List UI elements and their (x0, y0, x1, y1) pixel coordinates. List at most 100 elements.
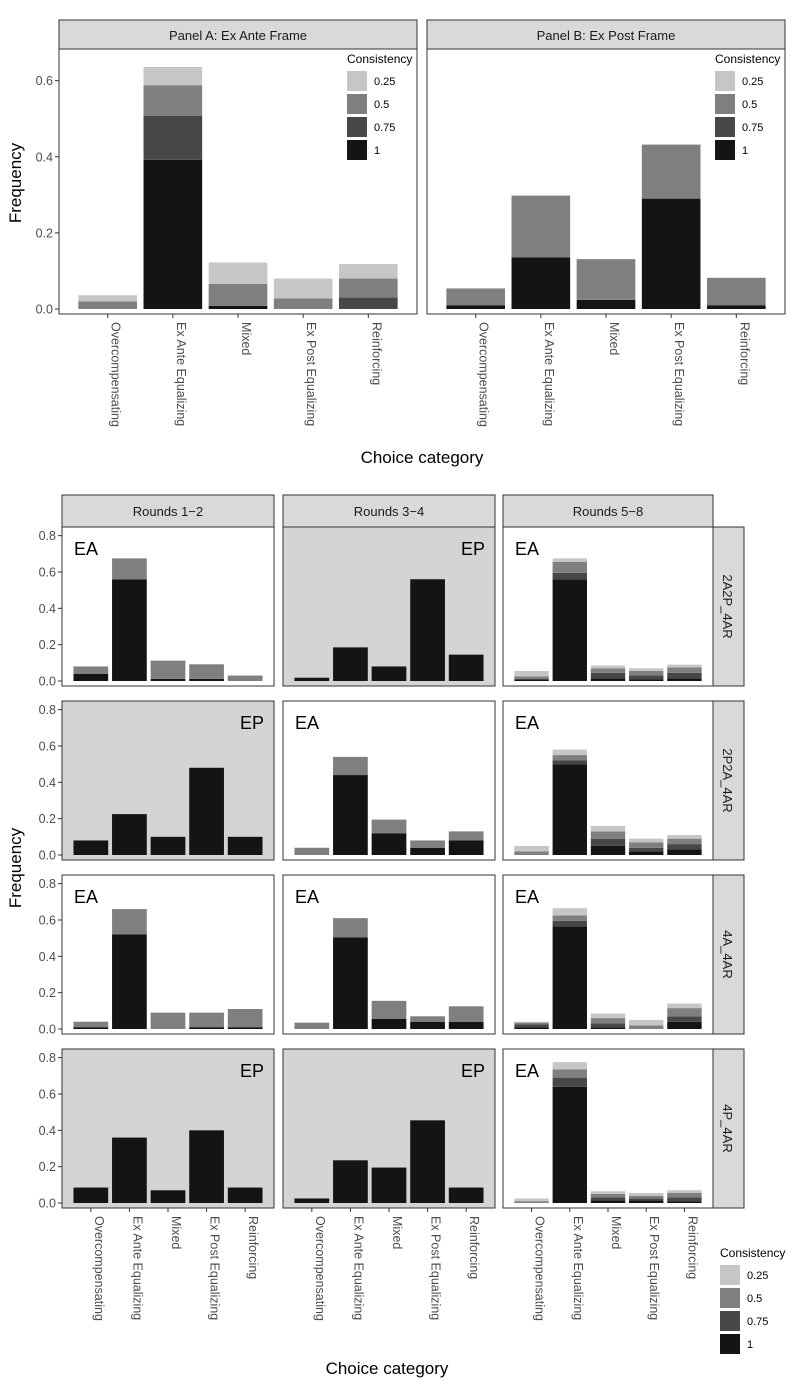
bar-segment-reinforcing-r1c2 (667, 844, 702, 850)
panel-tag: EA (515, 1061, 539, 1081)
y-tick-label: 0.0 (39, 1023, 56, 1037)
panel-tag: EP (461, 1061, 485, 1081)
panel-r2c1: EA (282, 874, 496, 1035)
legend-swatch (347, 94, 367, 114)
y-tick-label: 0.6 (39, 913, 56, 927)
bar-segment-reinforcing-r0c1 (448, 654, 484, 681)
bar-segment-overcompensating-top-0 (78, 295, 138, 302)
bar-segment-mixed-r3c2 (590, 1193, 626, 1198)
bar-segment-reinforcing-top-0 (338, 264, 398, 279)
legend: Consistency 0.25 0.5 0.75 1 (715, 52, 780, 160)
bar-segment-ex-ante-equalizing-r0c2 (552, 558, 587, 562)
col-facet-strip (61, 494, 275, 528)
bar-segment-reinforcing-r3c2 (667, 1193, 702, 1198)
x-tick-label: Mixed (169, 1216, 183, 1249)
bar-segment-overcompensating-r2c0 (73, 1027, 109, 1029)
legend-label: 1 (374, 145, 380, 157)
bar-segment-overcompensating-r1c0 (73, 840, 109, 855)
bar-segment-ex-ante-equalizing-r0c2 (552, 572, 587, 580)
bar-segment-overcompensating-r0c0 (73, 673, 109, 681)
bar-segment-mixed-r1c2 (590, 831, 626, 839)
bar-segment-ex-ante-equalizing-r2c0 (112, 934, 147, 1029)
bar-segment-reinforcing-top-1 (706, 305, 766, 309)
panel-tag: EA (515, 539, 539, 559)
bar-segment-ex-ante-equalizing-r1c1 (333, 775, 368, 855)
bottom-x-axis-title: Choice category (326, 1359, 449, 1378)
panel-background (503, 1049, 713, 1208)
bar-segment-mixed-r1c1 (371, 833, 407, 855)
y-tick-label: 0.8 (39, 877, 56, 891)
panel-r1c0: 0.0 0.2 0.4 0.6 0.8 EP (39, 700, 275, 863)
bar-segment-reinforcing-r2c1 (448, 1021, 484, 1029)
panel-tag: EP (240, 1061, 264, 1081)
bar-segment-reinforcing-r1c0 (227, 836, 263, 855)
x-tick-label: Reinforcing (685, 1216, 699, 1279)
y-tick-label: 0.6 (39, 739, 56, 753)
panel-tag: EA (74, 887, 98, 907)
panel-r3c1: Overcompensating Ex Ante Equalizing Mixed E… (282, 1048, 496, 1321)
bar-segment-overcompensating-r2c2 (514, 1027, 549, 1029)
bar-segment-ex-post-equalizing-top-1 (641, 144, 701, 199)
bar-segment-mixed-r1c2 (590, 838, 626, 846)
bar-segment-reinforcing-r0c2 (667, 672, 702, 679)
x-tick-label: Reinforcing (467, 1216, 481, 1279)
facet-strip (58, 19, 418, 50)
x-tick-label: Reinforcing (246, 1216, 260, 1279)
bar-segment-ex-post-equalizing-top-0 (273, 298, 333, 309)
bar-segment-mixed-r3c1 (371, 1167, 407, 1203)
bar-segment-reinforcing-r0c2 (667, 678, 702, 681)
bar-segment-mixed-r2c2 (590, 1018, 626, 1024)
y-tick-label: 0.2 (39, 1160, 56, 1174)
y-tick-label: 0.6 (36, 74, 53, 88)
legend-label: 1 (742, 145, 748, 157)
y-tick-label: 0.0 (39, 675, 56, 689)
legend-title: Consistency (347, 52, 412, 66)
x-tick-label: Ex Ante Equalizing (130, 1216, 144, 1320)
bar-segment-ex-ante-equalizing-r1c1 (333, 756, 368, 776)
bar-segment-reinforcing-r0c2 (667, 667, 702, 673)
y-tick-label: 0.0 (39, 849, 56, 863)
bar-segment-ex-ante-equalizing-r2c1 (333, 918, 368, 938)
bar-segment-reinforcing-r2c2 (667, 1003, 702, 1009)
panel-r3c0: 0.0 0.2 0.4 0.6 0.8 Overcompensating Ex Ante E… (39, 1048, 275, 1321)
bar-segment-mixed-r0c0 (150, 660, 186, 679)
x-tick-label: Ex Post Equalizing (647, 1216, 661, 1320)
bar-segment-ex-ante-equalizing-r3c2 (552, 1077, 587, 1087)
y-tick-label: 0.2 (39, 812, 56, 826)
bar-segment-overcompensating-r2c1 (294, 1022, 330, 1029)
row-facet-strip (712, 874, 745, 1035)
facet-strip (426, 19, 786, 50)
bar-segment-ex-ante-equalizing-r3c2 (552, 1062, 587, 1070)
bar-segment-mixed-r2c2 (590, 1027, 626, 1029)
x-tick-label: Reinforcing (737, 322, 751, 385)
panel-border (282, 700, 496, 861)
bar-segment-ex-post-equalizing-r3c2 (629, 1198, 664, 1201)
top-figure: Panel A: Ex Ante Frame 0.0 0.2 0.4 0.6 Overco… (36, 19, 786, 427)
x-tick-label: Ex Ante Equalizing (571, 1216, 585, 1320)
bar-segment-ex-ante-equalizing-r3c2 (552, 1086, 587, 1203)
panel-r1c2: EA (502, 700, 714, 861)
panel-tag: EA (295, 713, 319, 733)
bar-segment-ex-ante-equalizing-r3c1 (333, 1160, 368, 1203)
bar-segment-overcompensating-r2c2 (514, 1021, 549, 1023)
bar-segment-ex-post-equalizing-r1c1 (410, 840, 445, 848)
legend: Consistency 0.25 0.5 0.75 1 (720, 1246, 785, 1354)
bar-segment-overcompensating-top-0 (78, 301, 138, 309)
panel-r2c0: 0.0 0.2 0.4 0.6 0.8 EA (39, 874, 275, 1037)
panel-border (282, 874, 496, 1035)
bar-segment-reinforcing-r3c1 (448, 1187, 484, 1203)
bar-segment-mixed-r0c0 (150, 678, 186, 681)
legend-label: 0.5 (747, 1293, 762, 1305)
bar-segment-mixed-r1c2 (590, 845, 626, 855)
bar-segment-mixed-top-1 (576, 259, 636, 300)
legend-swatch (347, 117, 367, 137)
panel-border (61, 874, 275, 1035)
x-tick-label: Mixed (609, 1216, 623, 1249)
bar-segment-ex-post-equalizing-r0c2 (629, 679, 664, 681)
bar-segment-mixed-r2c1 (371, 1019, 407, 1029)
panel-top-1: Overcompensating Ex Ante Equalizing Mixed E… (426, 48, 786, 427)
bar-segment-ex-ante-equalizing-r2c0 (112, 909, 147, 935)
bar-segment-ex-post-equalizing-r1c2 (629, 847, 664, 852)
legend-title: Consistency (720, 1246, 785, 1260)
legend-swatch (720, 1288, 740, 1308)
